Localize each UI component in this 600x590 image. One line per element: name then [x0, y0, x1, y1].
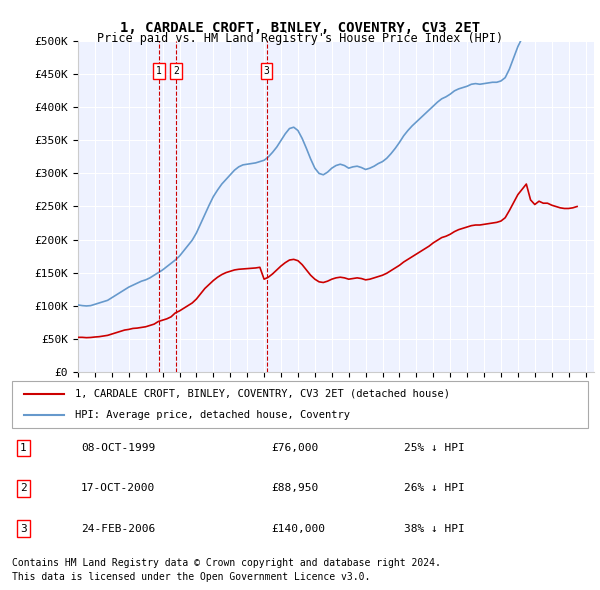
- Text: Price paid vs. HM Land Registry's House Price Index (HPI): Price paid vs. HM Land Registry's House …: [97, 32, 503, 45]
- FancyBboxPatch shape: [12, 381, 588, 428]
- Text: £76,000: £76,000: [271, 443, 319, 453]
- Text: 1: 1: [20, 443, 27, 453]
- Text: HPI: Average price, detached house, Coventry: HPI: Average price, detached house, Cove…: [76, 409, 350, 419]
- Text: 08-OCT-1999: 08-OCT-1999: [81, 443, 155, 453]
- Text: 2: 2: [173, 66, 179, 76]
- Text: 25% ↓ HPI: 25% ↓ HPI: [404, 443, 464, 453]
- Text: 24-FEB-2006: 24-FEB-2006: [81, 523, 155, 533]
- Text: Contains HM Land Registry data © Crown copyright and database right 2024.: Contains HM Land Registry data © Crown c…: [12, 558, 441, 568]
- Text: 1, CARDALE CROFT, BINLEY, COVENTRY, CV3 2ET: 1, CARDALE CROFT, BINLEY, COVENTRY, CV3 …: [120, 21, 480, 35]
- Text: £88,950: £88,950: [271, 483, 319, 493]
- Text: 3: 3: [263, 66, 269, 76]
- Text: 38% ↓ HPI: 38% ↓ HPI: [404, 523, 464, 533]
- Text: £140,000: £140,000: [271, 523, 325, 533]
- Text: 2: 2: [20, 483, 27, 493]
- Text: 1: 1: [156, 66, 161, 76]
- Text: 3: 3: [20, 523, 27, 533]
- Text: 1, CARDALE CROFT, BINLEY, COVENTRY, CV3 2ET (detached house): 1, CARDALE CROFT, BINLEY, COVENTRY, CV3 …: [76, 389, 451, 399]
- Text: This data is licensed under the Open Government Licence v3.0.: This data is licensed under the Open Gov…: [12, 572, 370, 582]
- Text: 17-OCT-2000: 17-OCT-2000: [81, 483, 155, 493]
- Text: 26% ↓ HPI: 26% ↓ HPI: [404, 483, 464, 493]
